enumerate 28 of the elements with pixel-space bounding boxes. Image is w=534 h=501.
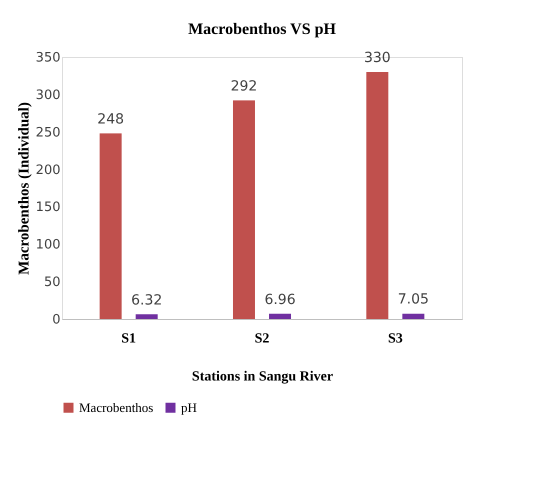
bar xyxy=(269,314,292,319)
x-tick-label: S3 xyxy=(388,332,403,346)
bar xyxy=(232,100,255,319)
data-label: 330 xyxy=(364,50,391,66)
data-label: 292 xyxy=(230,78,258,94)
legend-label: pH xyxy=(181,400,197,415)
legend-label: Macrobenthos xyxy=(79,400,154,415)
y-axis-title: Macrobenthos (Individual) xyxy=(16,102,33,275)
y-tick-label: 50 xyxy=(44,275,60,290)
data-label: 6.32 xyxy=(131,292,162,308)
chart-title: Macrobenthos VS pH xyxy=(188,20,336,38)
y-tick-label: 150 xyxy=(36,200,60,216)
bar xyxy=(100,133,122,319)
y-tick-label: 100 xyxy=(36,238,60,253)
data-label: 7.05 xyxy=(398,292,429,308)
y-tick-label: 300 xyxy=(36,88,60,103)
y-tick-label: 250 xyxy=(36,125,60,140)
y-tick-label: 0 xyxy=(52,312,60,328)
x-tick-label: S2 xyxy=(254,332,270,346)
x-tick-label: S1 xyxy=(121,332,136,346)
x-axis-title: Stations in Sangu River xyxy=(192,370,334,384)
y-tick-label: 350 xyxy=(36,50,60,66)
data-label: 6.96 xyxy=(264,292,296,308)
bar xyxy=(366,72,388,319)
bar xyxy=(136,314,158,319)
data-label: 248 xyxy=(97,111,124,128)
bar xyxy=(402,314,424,319)
y-tick-label: 200 xyxy=(36,162,60,178)
